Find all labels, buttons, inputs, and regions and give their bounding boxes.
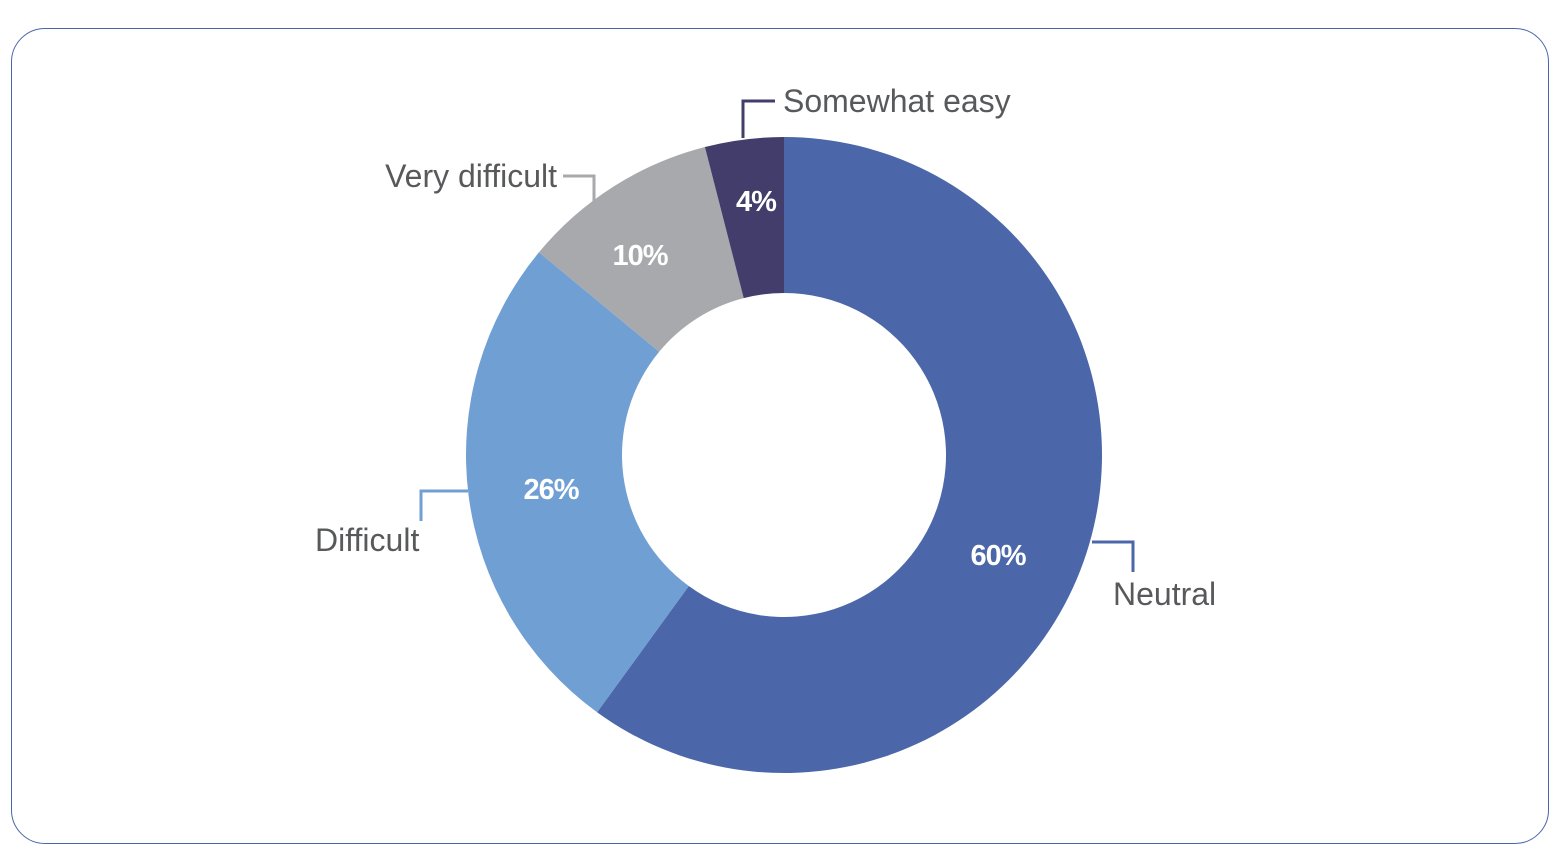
- category-label-very-difficult: Very difficult: [385, 158, 557, 194]
- category-label-neutral: Neutral: [1113, 576, 1216, 612]
- chart-frame: [11, 28, 1549, 844]
- leader-line-neutral: [1092, 540, 1135, 572]
- category-labels-group: Neutral Difficult Very difficult Somewhat e…: [315, 83, 1216, 612]
- value-labels-group: 60% 26% 10% 4%: [523, 186, 1027, 572]
- slice-difficult: [465, 252, 689, 713]
- slices-group: [465, 137, 1102, 773]
- leader-line-somewhat-easy: [741, 99, 775, 138]
- value-label-difficult: 26%: [523, 474, 579, 506]
- value-label-neutral: 60%: [970, 540, 1026, 572]
- slice-somewhat-easy: [704, 137, 784, 299]
- leader-lines-group: [419, 99, 1135, 572]
- slice-very-difficult: [538, 146, 744, 352]
- value-label-very-difficult: 10%: [612, 240, 668, 272]
- category-label-difficult: Difficult: [315, 522, 419, 558]
- category-label-somewhat-easy: Somewhat easy: [783, 83, 1011, 119]
- leader-line-difficult: [419, 489, 468, 521]
- value-label-somewhat-easy: 4%: [736, 186, 777, 218]
- leader-line-very-difficult: [563, 174, 596, 202]
- slice-neutral: [597, 137, 1102, 773]
